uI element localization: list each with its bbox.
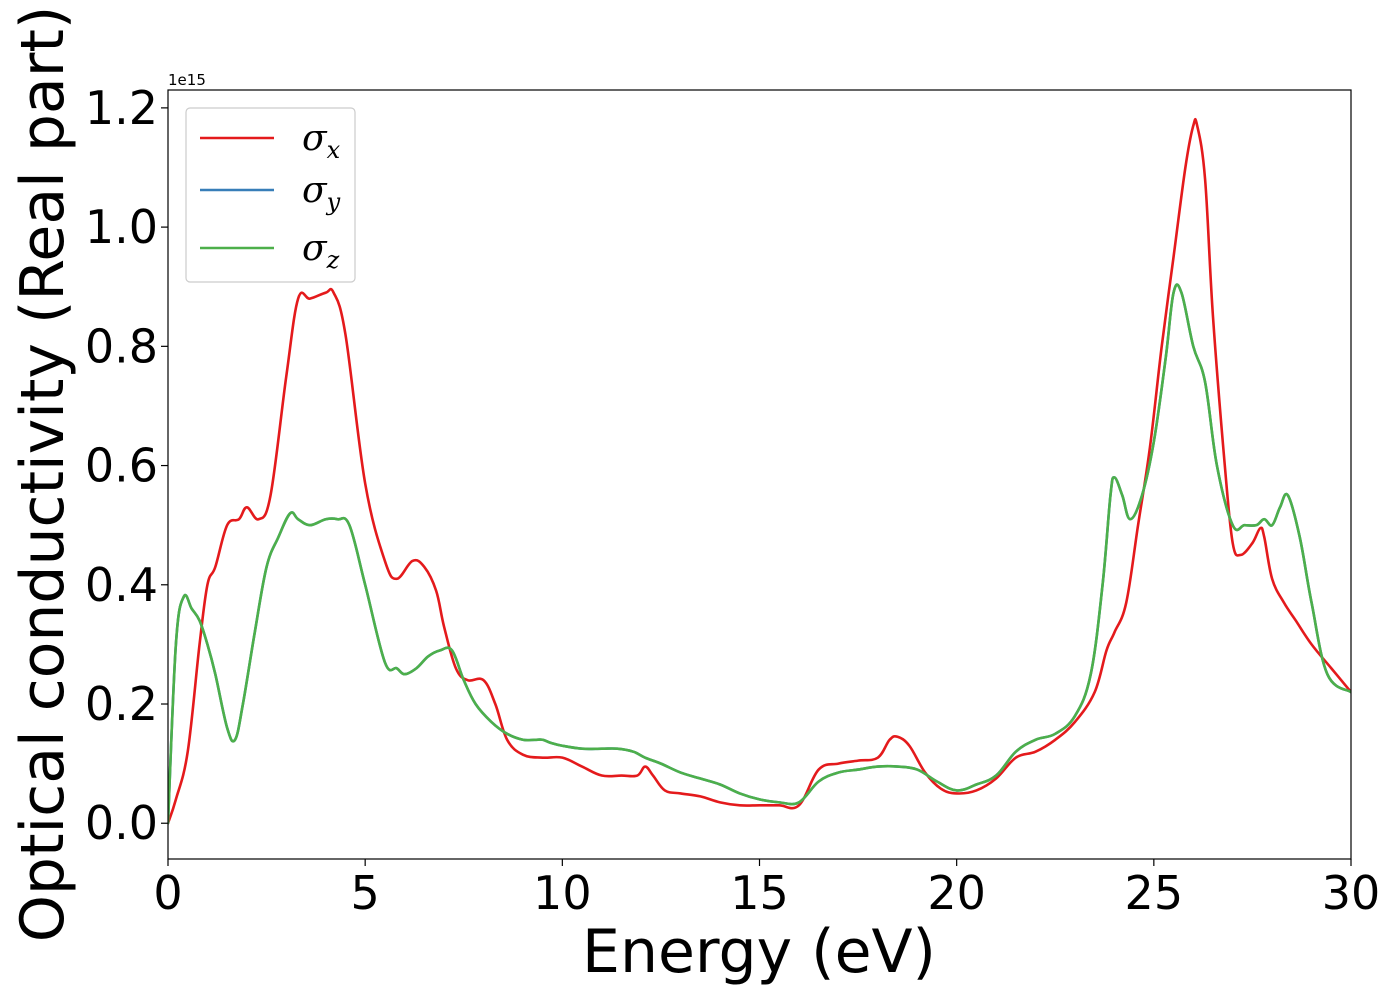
series-line-z: [168, 283, 1351, 825]
series-layer: [168, 118, 1351, 825]
series-line-y: [168, 283, 1351, 825]
x-tick-label: 15: [730, 866, 789, 920]
x-tick-label: 30: [1322, 866, 1381, 920]
x-tick-label: 10: [533, 866, 592, 920]
x-tick-label: 5: [351, 866, 380, 920]
y-tick-label: 0.6: [85, 439, 158, 493]
y-tick-label: 0.8: [85, 319, 158, 373]
y-tick-label: 1.0: [85, 200, 158, 254]
x-axis-title: Energy (eV): [582, 917, 936, 987]
x-tick-label: 20: [927, 866, 986, 920]
y-tick-label: 1.2: [85, 81, 158, 135]
x-tick-label: 0: [153, 866, 182, 920]
y-axis: 0.0 0.2 0.4 0.6 0.8 1.0 1.2: [85, 81, 168, 850]
y-tick-label: 0.2: [85, 677, 158, 731]
legend-frame: [185, 107, 356, 283]
y-tick-label: 0.4: [85, 558, 158, 612]
legend-label-z: σz: [302, 228, 340, 274]
x-tick-label: 25: [1125, 866, 1184, 920]
x-axis: 0 5 10 15 20 25 30: [153, 859, 1380, 920]
series-line-x: [168, 118, 1351, 825]
y-offset-text: 1e15: [168, 71, 206, 89]
y-tick-label: 0.0: [85, 796, 158, 850]
y-axis-title: Optical conductivity (Real part): [8, 6, 78, 943]
